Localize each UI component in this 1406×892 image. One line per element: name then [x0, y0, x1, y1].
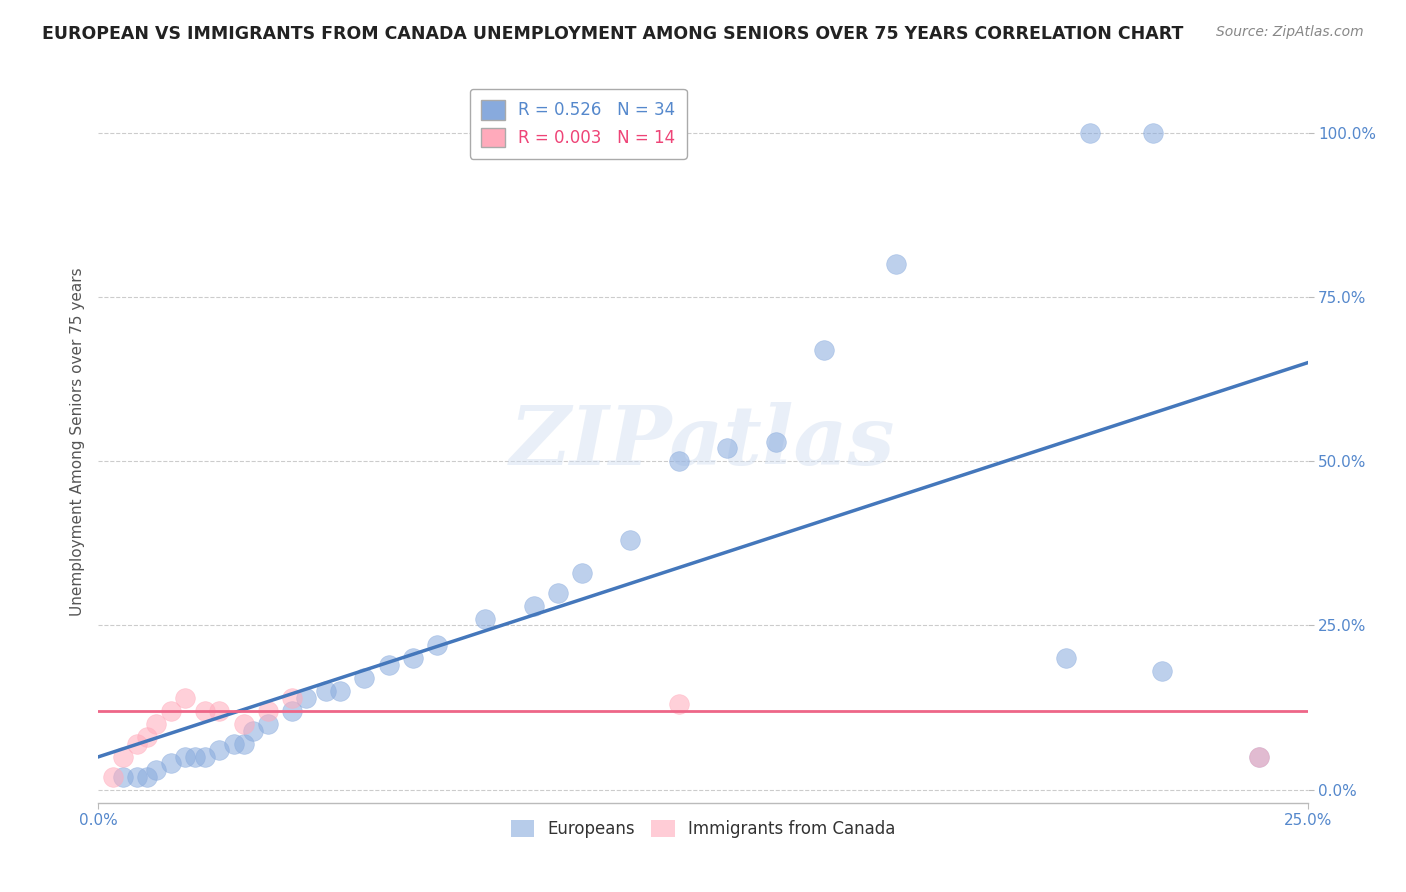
Point [174, 749, 197, 764]
Point [1054, 651, 1077, 665]
Point [474, 612, 496, 626]
Text: ZIPatlas: ZIPatlas [510, 401, 896, 482]
Point [402, 651, 425, 665]
Point [194, 704, 217, 718]
Point [523, 599, 546, 613]
Point [813, 343, 835, 357]
Point [571, 566, 593, 580]
Point [353, 671, 375, 685]
Point [127, 737, 149, 751]
Point [668, 698, 690, 712]
Point [222, 737, 245, 751]
Point [668, 454, 690, 468]
Point [232, 717, 254, 731]
Point [281, 690, 304, 705]
Point [160, 704, 183, 718]
Point [111, 749, 134, 764]
Legend: Europeans, Immigrants from Canada: Europeans, Immigrants from Canada [503, 814, 903, 845]
Point [208, 704, 231, 718]
Point [1249, 749, 1271, 764]
Point [716, 441, 738, 455]
Point [145, 717, 167, 731]
Point [547, 585, 569, 599]
Point [242, 723, 264, 738]
Text: Source: ZipAtlas.com: Source: ZipAtlas.com [1216, 25, 1364, 39]
Point [208, 743, 231, 757]
Point [329, 684, 352, 698]
Point [135, 730, 157, 744]
Point [174, 690, 197, 705]
Point [160, 756, 183, 771]
Point [619, 533, 641, 547]
Point [101, 770, 124, 784]
Point [765, 434, 787, 449]
Point [127, 770, 149, 784]
Text: EUROPEAN VS IMMIGRANTS FROM CANADA UNEMPLOYMENT AMONG SENIORS OVER 75 YEARS CORR: EUROPEAN VS IMMIGRANTS FROM CANADA UNEMP… [42, 25, 1184, 43]
Point [315, 684, 337, 698]
Point [256, 704, 278, 718]
Point [111, 770, 134, 784]
Point [377, 657, 399, 672]
Point [145, 763, 167, 777]
Point [281, 704, 304, 718]
Point [194, 749, 217, 764]
Point [1152, 665, 1174, 679]
Point [295, 690, 318, 705]
Point [426, 638, 449, 652]
Point [232, 737, 254, 751]
Point [1078, 126, 1101, 140]
Point [135, 770, 157, 784]
Point [886, 257, 908, 271]
Point [184, 749, 207, 764]
Y-axis label: Unemployment Among Seniors over 75 years: Unemployment Among Seniors over 75 years [69, 268, 84, 615]
Point [256, 717, 278, 731]
Point [1249, 749, 1271, 764]
Point [1142, 126, 1164, 140]
